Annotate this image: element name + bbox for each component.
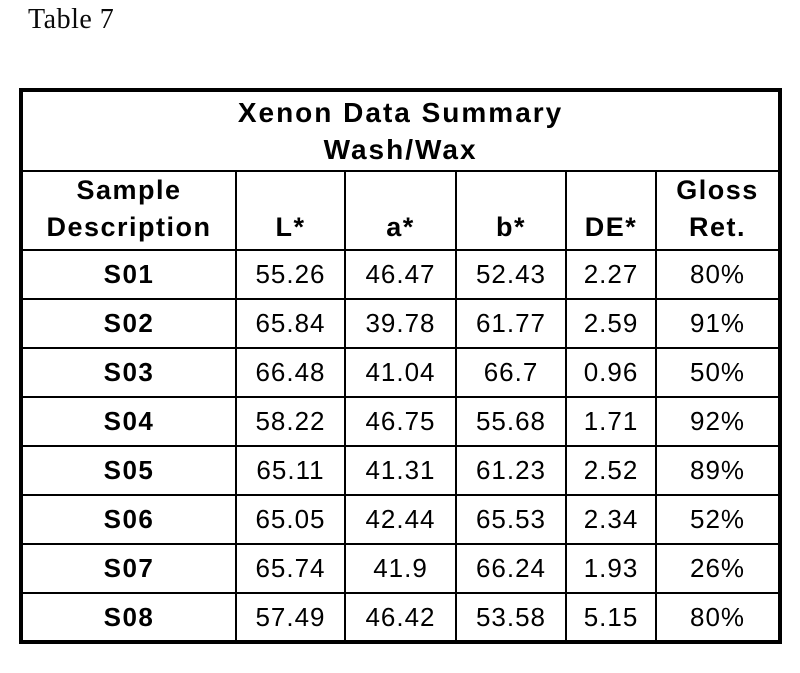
column-header-gloss-line2: Ret.: [689, 212, 747, 242]
b-star-cell: 55.68: [455, 396, 567, 447]
de-star-cell: 1.71: [565, 396, 657, 447]
a-star-cell: 42.44: [344, 494, 457, 545]
column-header-gloss-ret: Gloss Ret.: [654, 170, 782, 251]
sample-cell: S05: [20, 445, 237, 496]
table-header-row: Sample Description L* a* b* DE* Gloss Re…: [20, 170, 782, 251]
gloss-ret-cell: 80%: [654, 592, 782, 643]
table-caption: Table 7: [28, 4, 115, 35]
b-star-cell: 52.43: [455, 249, 567, 300]
column-header-gloss-line1: Gloss: [676, 175, 759, 205]
column-header-de-star: DE*: [565, 170, 657, 251]
a-star-cell: 46.47: [344, 249, 457, 300]
a-star-cell: 41.04: [344, 347, 457, 398]
de-star-cell: 0.96: [565, 347, 657, 398]
table-row: S04 58.22 46.75 55.68 1.71 92%: [20, 396, 782, 447]
table-row: S03 66.48 41.04 66.7 0.96 50%: [20, 347, 782, 398]
a-star-cell: 39.78: [344, 298, 457, 349]
column-header-sample-line2: Description: [46, 212, 212, 242]
table-row: S08 57.49 46.42 53.58 5.15 80%: [20, 592, 782, 643]
table-row: S07 65.74 41.9 66.24 1.93 26%: [20, 543, 782, 594]
de-star-cell: 2.59: [565, 298, 657, 349]
b-star-cell: 66.7: [455, 347, 567, 398]
sample-cell: S01: [20, 249, 237, 300]
column-header-sample-line1: Sample: [76, 175, 182, 205]
de-star-cell: 5.15: [565, 592, 657, 643]
gloss-ret-cell: 92%: [654, 396, 782, 447]
a-star-cell: 41.31: [344, 445, 457, 496]
sample-cell: S02: [20, 298, 237, 349]
l-star-cell: 66.48: [235, 347, 346, 398]
l-star-cell: 65.05: [235, 494, 346, 545]
table-row: S06 65.05 42.44 65.53 2.34 52%: [20, 494, 782, 545]
sample-cell: S03: [20, 347, 237, 398]
gloss-ret-cell: 50%: [654, 347, 782, 398]
a-star-cell: 46.75: [344, 396, 457, 447]
gloss-ret-cell: 91%: [654, 298, 782, 349]
table-title: Xenon Data Summary Wash/Wax: [19, 89, 782, 172]
table-row: S01 55.26 46.47 52.43 2.27 80%: [20, 249, 782, 300]
b-star-cell: 65.53: [455, 494, 567, 545]
sample-cell: S08: [20, 592, 237, 643]
gloss-ret-cell: 26%: [654, 543, 782, 594]
gloss-ret-cell: 52%: [654, 494, 782, 545]
l-star-cell: 57.49: [235, 592, 346, 643]
table-row: S02 65.84 39.78 61.77 2.59 91%: [20, 298, 782, 349]
gloss-ret-cell: 89%: [654, 445, 782, 496]
b-star-cell: 53.58: [455, 592, 567, 643]
b-star-cell: 61.23: [455, 445, 567, 496]
a-star-cell: 46.42: [344, 592, 457, 643]
l-star-cell: 58.22: [235, 396, 346, 447]
l-star-cell: 65.74: [235, 543, 346, 594]
a-star-cell: 41.9: [344, 543, 457, 594]
column-header-sample-description: Sample Description: [20, 170, 237, 251]
xenon-data-table: Xenon Data Summary Wash/Wax Sample Descr…: [19, 88, 783, 644]
l-star-cell: 55.26: [235, 249, 346, 300]
sample-cell: S06: [20, 494, 237, 545]
l-star-cell: 65.11: [235, 445, 346, 496]
sample-cell: S07: [20, 543, 237, 594]
b-star-cell: 61.77: [455, 298, 567, 349]
sample-cell: S04: [20, 396, 237, 447]
column-header-b-star: b*: [455, 170, 567, 251]
de-star-cell: 2.52: [565, 445, 657, 496]
table-row: S05 65.11 41.31 61.23 2.52 89%: [20, 445, 782, 496]
de-star-cell: 2.27: [565, 249, 657, 300]
gloss-ret-cell: 80%: [654, 249, 782, 300]
l-star-cell: 65.84: [235, 298, 346, 349]
table-title-line1: Xenon Data Summary: [237, 97, 564, 128]
table-title-row: Xenon Data Summary Wash/Wax: [19, 89, 782, 172]
column-header-l-star: L*: [235, 170, 346, 251]
table-title-line2: Wash/Wax: [323, 134, 478, 165]
de-star-cell: 2.34: [565, 494, 657, 545]
de-star-cell: 1.93: [565, 543, 657, 594]
column-header-a-star: a*: [344, 170, 457, 251]
b-star-cell: 66.24: [455, 543, 567, 594]
